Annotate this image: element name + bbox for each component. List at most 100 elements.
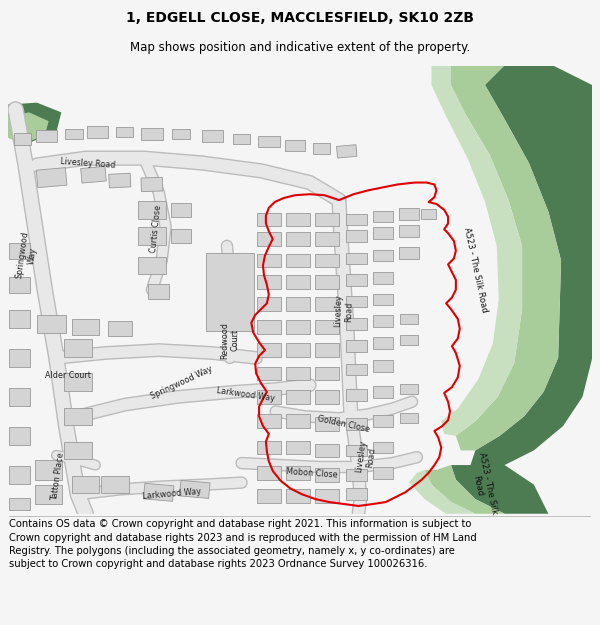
Bar <box>346 230 367 242</box>
Bar <box>35 460 62 479</box>
Bar <box>315 298 340 311</box>
Text: Redwood
Court: Redwood Court <box>220 322 239 359</box>
Bar <box>400 247 419 259</box>
Bar <box>373 228 392 239</box>
Bar <box>206 253 254 331</box>
Text: A523 - The Silk
Road: A523 - The Silk Road <box>467 452 499 518</box>
Bar <box>313 142 330 154</box>
Polygon shape <box>8 102 61 142</box>
Bar <box>9 498 30 510</box>
Bar <box>257 489 281 503</box>
Polygon shape <box>425 465 505 514</box>
Bar <box>346 296 367 308</box>
Text: Springwood
Way: Springwood Way <box>14 231 40 281</box>
Bar <box>138 201 166 219</box>
Bar <box>346 364 367 376</box>
Bar <box>373 467 392 479</box>
Bar <box>9 277 30 292</box>
Bar <box>400 384 418 394</box>
Bar <box>286 232 310 246</box>
Bar <box>346 253 367 264</box>
Bar <box>9 466 30 484</box>
Bar <box>337 144 357 158</box>
Bar <box>143 483 174 501</box>
Bar <box>64 374 92 391</box>
Bar <box>373 211 392 222</box>
Bar <box>400 413 418 423</box>
Bar <box>257 441 281 454</box>
Bar <box>286 139 305 151</box>
Bar <box>172 229 191 243</box>
Text: Map shows position and indicative extent of the property.: Map shows position and indicative extent… <box>130 41 470 54</box>
Bar <box>286 489 310 503</box>
Bar <box>373 442 392 453</box>
Bar <box>286 367 310 380</box>
Bar <box>346 469 367 481</box>
Text: Contains OS data © Crown copyright and database right 2021. This information is : Contains OS data © Crown copyright and d… <box>9 519 477 569</box>
Bar <box>202 130 223 142</box>
Bar <box>257 275 281 289</box>
Bar <box>315 213 340 226</box>
Bar <box>346 389 367 401</box>
Bar <box>373 360 392 371</box>
Text: Curtis Close: Curtis Close <box>149 205 163 254</box>
Bar <box>315 232 340 246</box>
Bar <box>315 275 340 289</box>
Bar <box>346 341 367 352</box>
Bar <box>257 320 281 334</box>
Bar <box>257 414 281 428</box>
Bar <box>172 129 190 139</box>
Bar <box>141 128 163 139</box>
Bar <box>257 232 281 246</box>
Bar <box>148 284 169 299</box>
Bar <box>9 349 30 367</box>
Bar <box>346 214 367 226</box>
Bar <box>315 367 340 380</box>
Bar <box>421 209 436 219</box>
Bar <box>400 226 419 237</box>
Bar <box>286 298 310 311</box>
Text: Livesley
Road: Livesley Road <box>334 294 354 328</box>
Bar <box>400 208 419 219</box>
Bar <box>258 136 280 148</box>
Bar <box>257 390 281 404</box>
Bar <box>315 254 340 268</box>
Bar <box>373 250 392 261</box>
Bar <box>373 386 392 398</box>
Bar <box>81 166 106 183</box>
Bar <box>400 314 418 324</box>
Text: 1, EDGELL CLOSE, MACCLESFIELD, SK10 2ZB: 1, EDGELL CLOSE, MACCLESFIELD, SK10 2ZB <box>126 11 474 26</box>
Bar <box>315 489 340 503</box>
Bar <box>109 173 131 188</box>
Bar <box>138 228 166 245</box>
Text: Larkwood Way: Larkwood Way <box>216 386 275 404</box>
Bar <box>286 275 310 289</box>
Bar <box>179 481 210 498</box>
Bar <box>233 134 250 144</box>
Bar <box>257 254 281 268</box>
Bar <box>346 318 367 329</box>
Text: Livesley Road: Livesley Road <box>60 157 115 169</box>
Text: Golden Close: Golden Close <box>317 414 371 434</box>
Bar <box>346 488 367 500</box>
Bar <box>9 310 30 328</box>
Bar <box>373 416 392 427</box>
Text: Alder Court: Alder Court <box>45 371 91 380</box>
Bar <box>37 315 66 332</box>
Polygon shape <box>470 66 592 470</box>
Bar <box>36 130 58 142</box>
Bar <box>286 441 310 454</box>
Bar <box>35 484 62 504</box>
Bar <box>373 294 392 305</box>
Text: Mobon Close: Mobon Close <box>286 466 338 479</box>
Bar <box>257 343 281 357</box>
Bar <box>72 476 100 493</box>
Bar <box>64 408 92 425</box>
Bar <box>373 315 392 327</box>
Bar <box>64 339 92 357</box>
Bar <box>107 321 132 336</box>
Polygon shape <box>451 66 561 451</box>
Bar <box>14 133 31 144</box>
Bar <box>36 168 67 187</box>
Polygon shape <box>431 66 522 436</box>
